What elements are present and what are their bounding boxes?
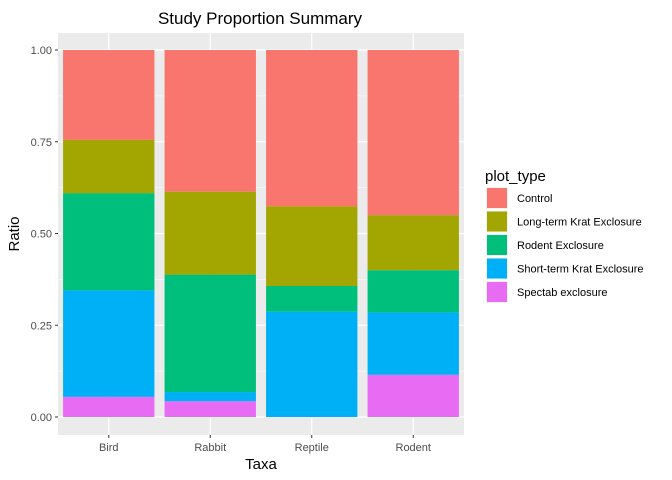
x-axis: Bird Rabbit Reptile Rodent — [99, 435, 431, 454]
bar-segment-rodent-long-term-krat-exclosure — [367, 215, 459, 271]
legend-swatch — [487, 282, 507, 302]
x-tick-label: Rabbit — [194, 442, 226, 454]
legend-title: plot_type — [485, 168, 546, 185]
chart-title: Study Proportion Summary — [158, 9, 363, 28]
legend: plot_type Control Long-term Krat Exclosur… — [485, 168, 644, 303]
legend-label: Short-term Krat Exclosure — [517, 264, 644, 276]
legend-swatch — [487, 211, 507, 232]
legend-swatch — [487, 188, 507, 208]
bar-segment-rabbit-long-term-krat-exclosure — [164, 191, 256, 275]
bar-segment-rabbit-spectab-exclosure — [164, 401, 256, 417]
legend-label: Spectab exclosure — [517, 287, 608, 299]
bar-segment-rabbit-short-term-krat-exclosure — [164, 392, 256, 402]
bar-segment-bird-short-term-krat-exclosure — [63, 290, 155, 397]
bar-segment-reptile-rodent-exclosure — [266, 285, 358, 312]
bar-segment-reptile-short-term-krat-exclosure — [266, 311, 358, 417]
bar-segment-reptile-control — [266, 50, 358, 207]
bar-segment-bird-long-term-krat-exclosure — [63, 139, 155, 194]
x-tick-label: Rodent — [396, 442, 431, 454]
x-tick-label: Bird — [99, 442, 119, 454]
legend-swatch — [487, 258, 507, 279]
bar-segment-rabbit-control — [164, 50, 256, 192]
bars — [63, 50, 459, 417]
y-tick-label: 0.25 — [31, 320, 52, 332]
bar-segment-bird-spectab-exclosure — [63, 396, 155, 417]
y-axis-label: Ratio — [6, 216, 23, 251]
bar-segment-rodent-control — [367, 50, 459, 216]
y-tick-label: 0.50 — [31, 229, 52, 241]
bar-segment-rabbit-rodent-exclosure — [164, 274, 256, 393]
x-axis-label: Taxa — [245, 456, 277, 473]
legend-label: Rodent Exclosure — [517, 240, 604, 252]
y-axis: 0.00 0.25 0.50 0.75 1.00 — [31, 45, 58, 424]
x-tick-label: Reptile — [295, 442, 329, 454]
bar-segment-rodent-rodent-exclosure — [367, 270, 459, 313]
bar-segment-reptile-long-term-krat-exclosure — [266, 206, 358, 286]
y-tick-label: 1.00 — [31, 45, 52, 57]
bar-segment-rodent-short-term-krat-exclosure — [367, 312, 459, 375]
y-tick-label: 0.00 — [31, 412, 52, 424]
legend-label: Control — [517, 193, 552, 205]
y-tick-label: 0.75 — [31, 137, 52, 149]
legend-swatch — [487, 235, 507, 255]
bar-segment-bird-control — [63, 50, 155, 140]
legend-label: Long-term Krat Exclosure — [517, 217, 642, 229]
bar-segment-rodent-spectab-exclosure — [367, 374, 459, 417]
bar-segment-bird-rodent-exclosure — [63, 193, 155, 291]
